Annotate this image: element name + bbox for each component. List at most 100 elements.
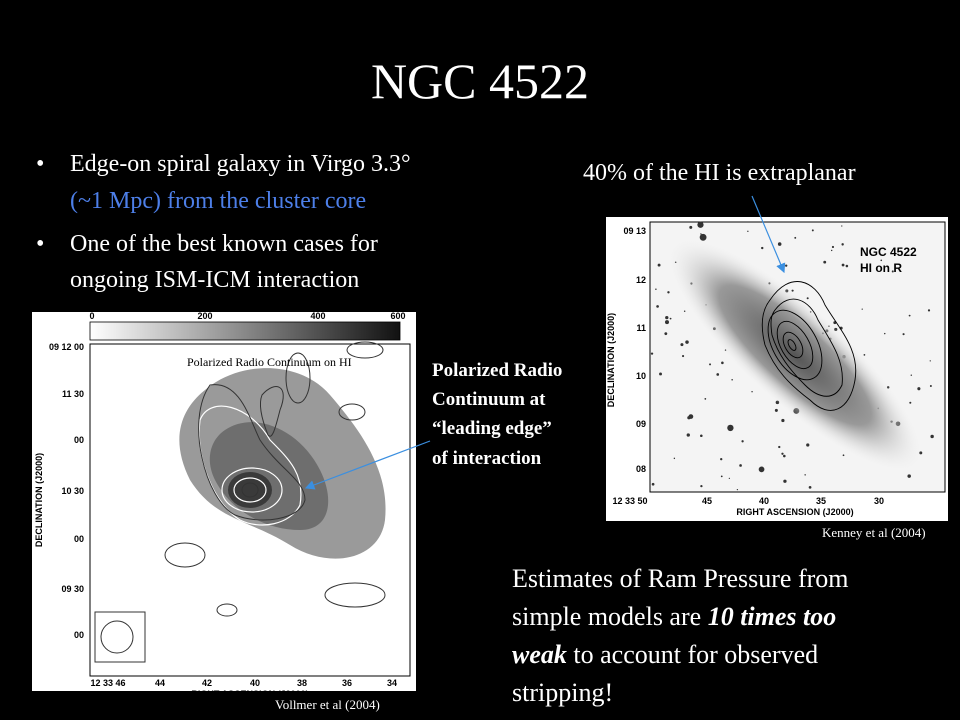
y-tick-label: 09 bbox=[636, 419, 646, 429]
bullet-marker: • bbox=[36, 151, 44, 177]
star bbox=[884, 332, 886, 335]
colorbar bbox=[89, 321, 401, 341]
star bbox=[720, 458, 723, 461]
star bbox=[841, 225, 843, 227]
x-tick-label: 44 bbox=[155, 678, 165, 688]
star bbox=[697, 221, 704, 228]
contours-white bbox=[198, 405, 302, 526]
star bbox=[731, 378, 733, 381]
conclusion-line: stripping! bbox=[512, 678, 613, 707]
bullet-text: ongoing ISM-ICM interaction bbox=[70, 267, 359, 293]
y-tick-label: 10 bbox=[636, 371, 646, 381]
star bbox=[721, 361, 724, 365]
galaxy-optical bbox=[668, 238, 922, 472]
star bbox=[808, 485, 812, 489]
star bbox=[720, 475, 723, 478]
conclusion-line: weak to account for observed bbox=[512, 640, 818, 669]
y-tick-label: 09 30 bbox=[61, 584, 84, 594]
star bbox=[774, 408, 778, 412]
y-tick-label: 00 bbox=[74, 630, 84, 640]
star bbox=[783, 454, 786, 458]
star bbox=[902, 333, 905, 336]
star bbox=[863, 354, 866, 356]
star bbox=[831, 245, 835, 249]
annotation: Polarized Radio Continuum at “leading ed… bbox=[432, 360, 562, 469]
x-tick-label: 34 bbox=[387, 678, 397, 688]
x-axis-label: RIGHT ASCENSION (J2000) bbox=[736, 507, 853, 517]
x-tick-label: 12 33 50 bbox=[612, 496, 647, 506]
x-tick-label: 38 bbox=[297, 678, 307, 688]
conclusion-line: Estimates of Ram Pressure from bbox=[512, 564, 849, 593]
star bbox=[823, 260, 827, 264]
annotation-line: “leading edge” bbox=[432, 418, 552, 439]
conclusion-line: simple models are 10 times too bbox=[512, 602, 836, 631]
y-tick-label: 09 12 00 bbox=[49, 342, 84, 352]
star bbox=[861, 308, 863, 310]
star bbox=[830, 249, 833, 252]
star bbox=[751, 390, 753, 393]
star bbox=[781, 452, 784, 455]
y-axis-label: DECLINATION (J2000) bbox=[34, 453, 44, 547]
text-run: stripping! bbox=[512, 678, 613, 707]
star bbox=[929, 385, 932, 388]
x-tick-label: 40 bbox=[250, 678, 260, 688]
x-tick-label: 40 bbox=[759, 496, 769, 506]
colorbar-tick-label: 600 bbox=[390, 311, 405, 321]
annotation-line: Continuum at bbox=[432, 389, 546, 410]
slide-title: NGC 4522 bbox=[371, 53, 589, 109]
bullet-text: Edge-on spiral galaxy in Virgo 3.3° bbox=[70, 151, 411, 177]
star bbox=[664, 332, 668, 336]
figure-caption: Polarized Radio Continuum on HI bbox=[187, 355, 352, 369]
star bbox=[727, 424, 734, 432]
star bbox=[761, 246, 764, 250]
y-axis-label: DECLINATION (J2000) bbox=[606, 313, 616, 407]
star bbox=[700, 434, 703, 438]
star bbox=[665, 315, 669, 320]
star bbox=[655, 288, 657, 291]
star bbox=[845, 264, 849, 268]
bullet-text: One of the best known cases for bbox=[70, 231, 378, 257]
figure-label: NGC 4522 bbox=[860, 245, 917, 259]
colorbar-tick-label: 0 bbox=[89, 311, 94, 321]
annotation-line: of interaction bbox=[432, 448, 542, 469]
star bbox=[794, 236, 797, 239]
y-tick-label: 11 bbox=[636, 323, 646, 333]
star bbox=[811, 229, 814, 232]
x-tick-label: 36 bbox=[342, 678, 352, 688]
star bbox=[841, 263, 845, 267]
emphasis: 10 times too bbox=[708, 602, 837, 631]
star bbox=[804, 474, 806, 476]
y-tick-label: 12 bbox=[636, 275, 646, 285]
star bbox=[683, 310, 686, 313]
star bbox=[651, 482, 655, 486]
x-tick-label: 45 bbox=[702, 496, 712, 506]
star bbox=[747, 230, 749, 232]
star bbox=[681, 354, 685, 358]
bullet-list: • Edge-on spiral galaxy in Virgo 3.3° (~… bbox=[36, 151, 411, 293]
star bbox=[741, 440, 744, 443]
colorbar-tick-label: 200 bbox=[197, 311, 212, 321]
conclusion: Estimates of Ram Pressure from simple mo… bbox=[512, 564, 849, 707]
star bbox=[709, 363, 712, 366]
y-tick-label: 09 13 bbox=[623, 226, 646, 236]
star bbox=[783, 479, 787, 483]
heading-arrow bbox=[751, 195, 786, 274]
star bbox=[841, 243, 844, 246]
figure-label: HI on R bbox=[860, 261, 902, 275]
contours-black bbox=[94, 341, 386, 663]
star bbox=[716, 373, 720, 376]
star bbox=[891, 270, 894, 273]
x-tick-label: 42 bbox=[202, 678, 212, 688]
x-tick-label: 30 bbox=[874, 496, 884, 506]
figure-credit: Kenney et al (2004) bbox=[822, 525, 926, 540]
star bbox=[700, 485, 703, 488]
x-tick-label: 35 bbox=[816, 496, 826, 506]
star bbox=[739, 464, 742, 467]
star bbox=[688, 414, 694, 419]
star bbox=[930, 434, 934, 439]
left-figure: Polarized Radio Continuum on HI 0 200 400 6… bbox=[32, 311, 416, 699]
star bbox=[917, 387, 921, 391]
star bbox=[806, 297, 809, 300]
